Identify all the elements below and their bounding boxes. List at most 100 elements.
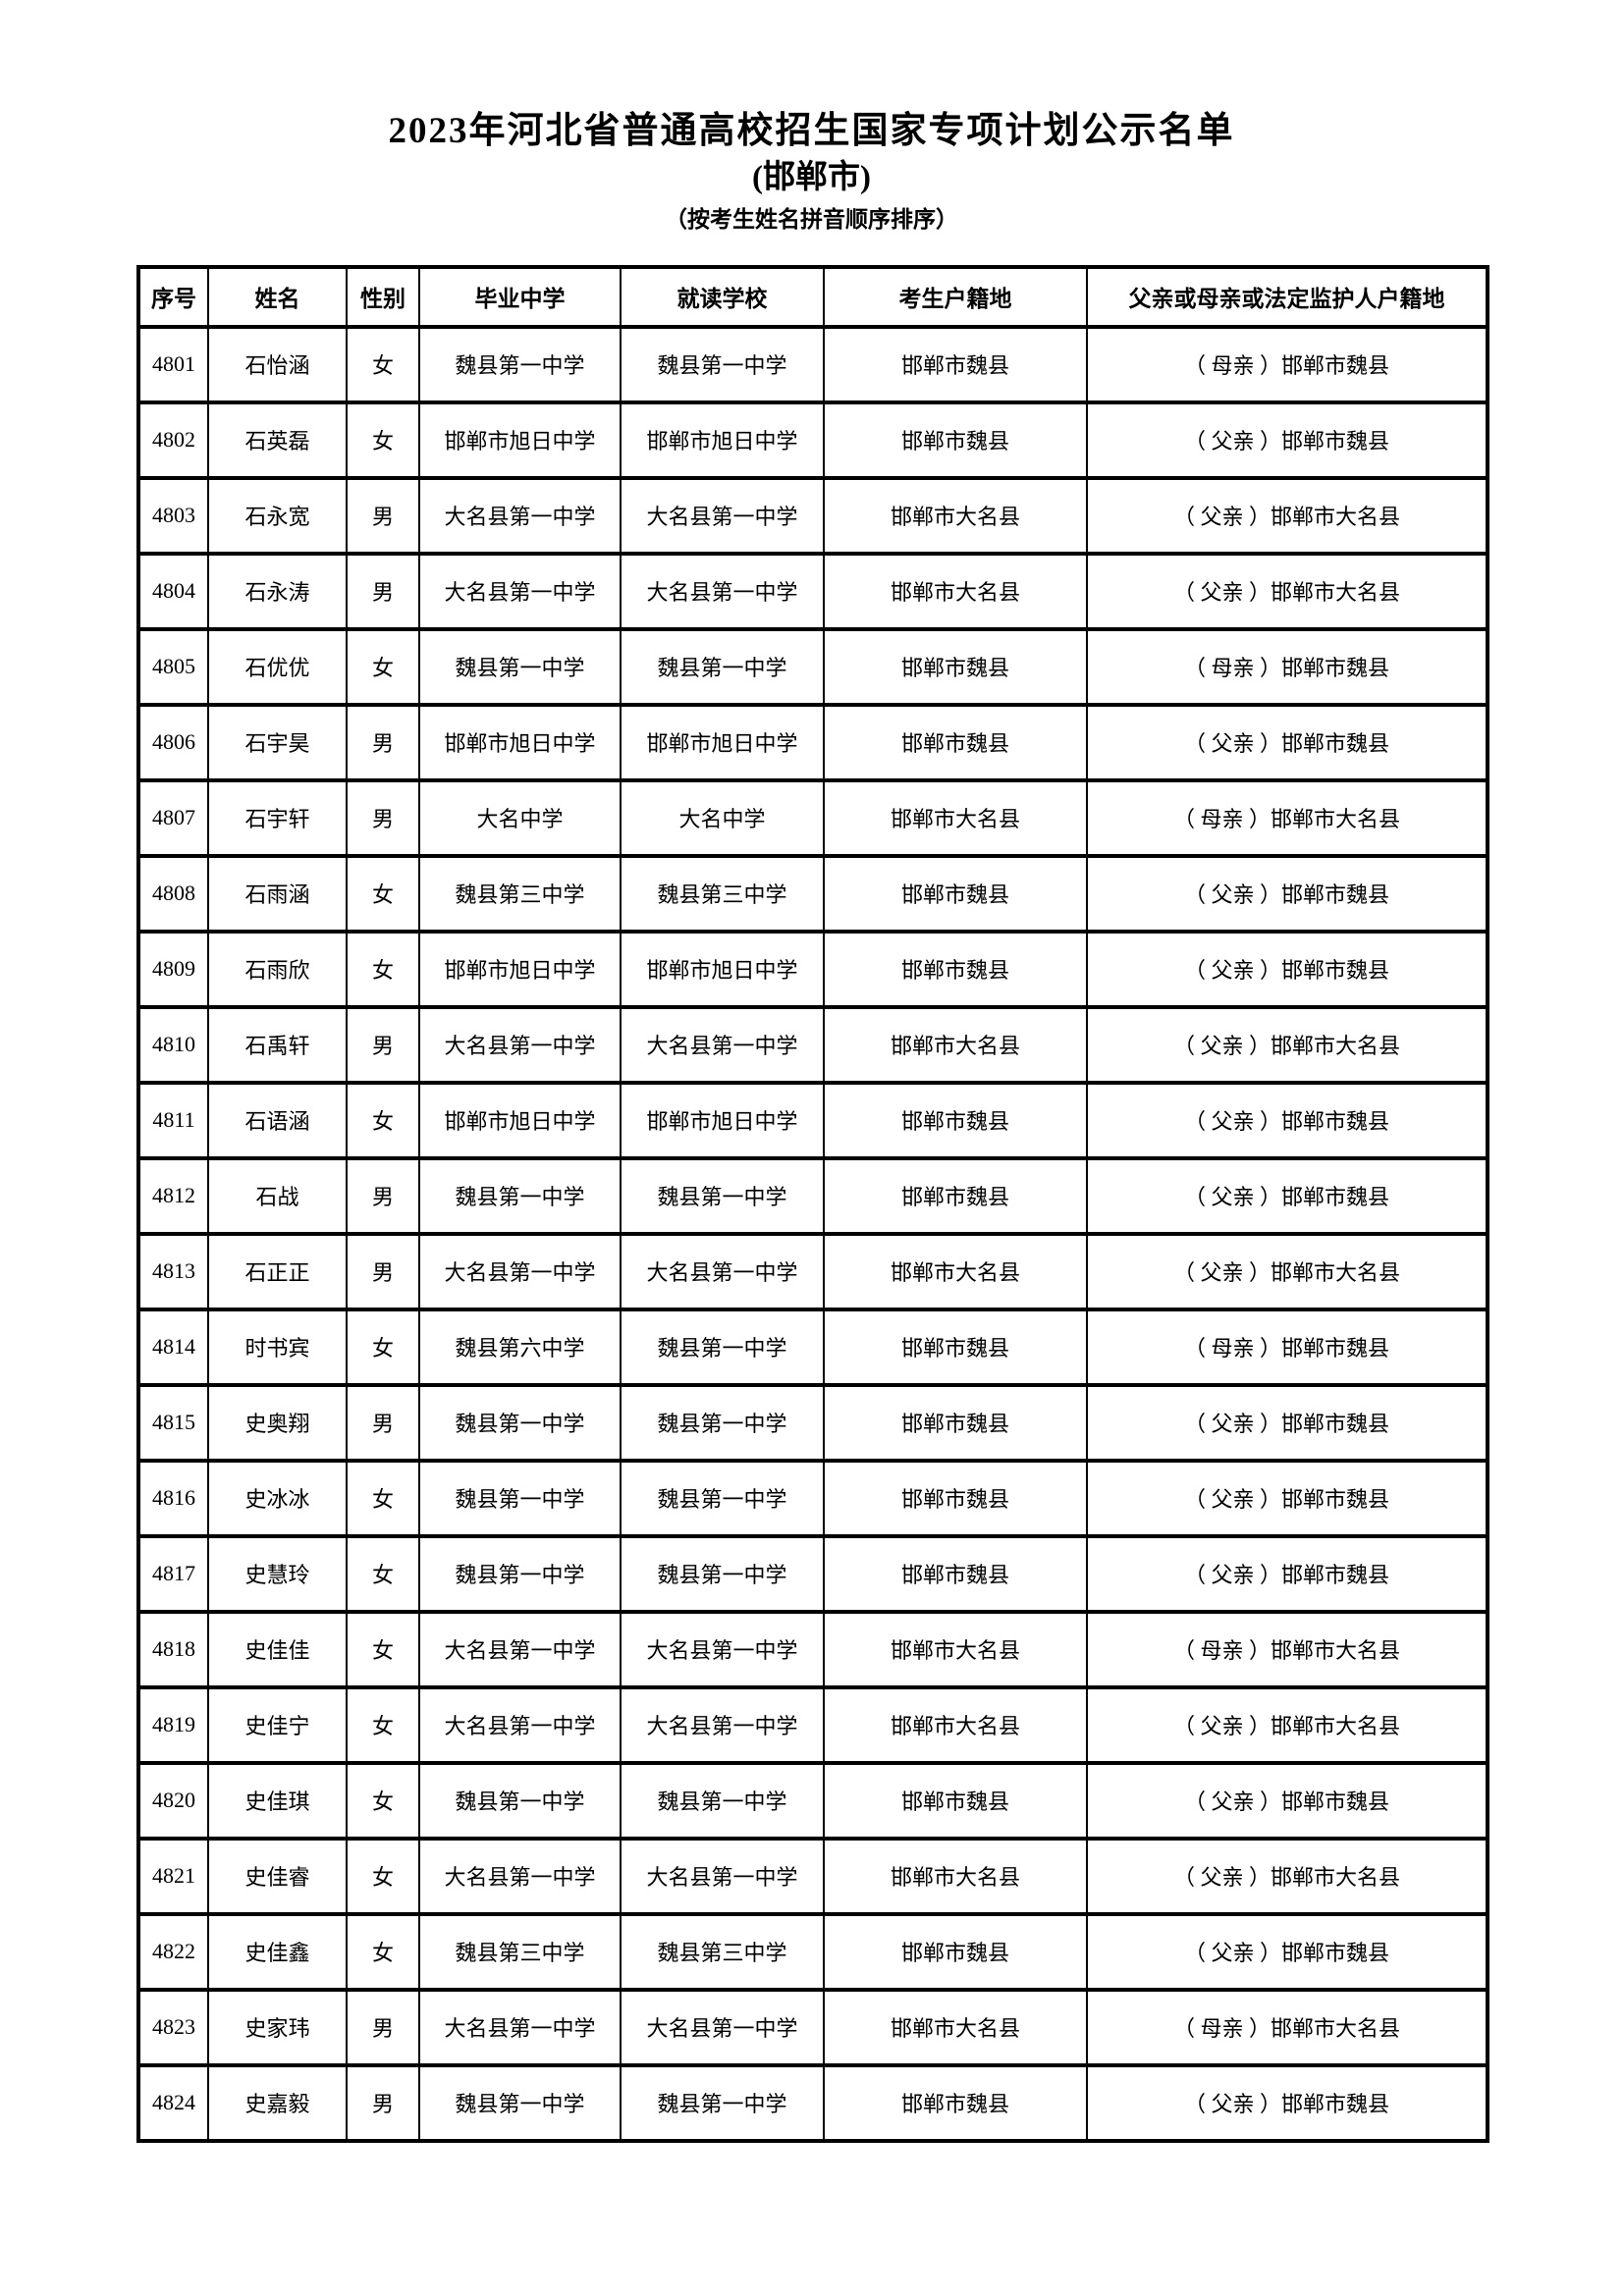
cell-attending-school: 大名县第一中学 — [620, 475, 825, 556]
students-table: 序号 姓名 性别 毕业中学 就读学校 考生户籍地 父亲或母亲或法定监护人户籍地 … — [136, 264, 1489, 2143]
cell-residence: 邯郸市大名县 — [823, 1684, 1088, 1765]
cell-gender: 女 — [346, 1609, 420, 1689]
table-header: 序号 姓名 性别 毕业中学 就读学校 考生户籍地 父亲或母亲或法定监护人户籍地 — [137, 264, 1488, 329]
cell-no: 4809 — [137, 929, 209, 1009]
table-row: 4815 史奥翔男魏县第一中学 魏县第一中学 邯郸市魏县（ 父亲 ）邯郸市魏县 — [137, 1382, 1488, 1463]
cell-guardian-residence: （ 母亲 ）邯郸市魏县 — [1086, 1307, 1488, 1387]
cell-no: 4807 — [137, 777, 209, 858]
cell-graduated-school: 大名县第一中学 — [418, 1231, 622, 1311]
cell-residence: 邯郸市魏县 — [823, 2062, 1088, 2143]
cell-attending-school: 魏县第三中学 — [620, 1911, 825, 1992]
table-row: 4807 石宇轩男大名中学 大名中学 邯郸市大名县（ 母亲 ）邯郸市大名县 — [137, 777, 1488, 858]
cell-name: 石禹轩 — [207, 1004, 348, 1085]
table-row: 4818 史佳佳女大名县第一中学 大名县第一中学 邯郸市大名县（ 母亲 ）邯郸市大名县 — [137, 1609, 1488, 1689]
cell-attending-school: 魏县第一中学 — [620, 1760, 825, 1841]
cell-attending-school: 邯郸市旭日中学 — [620, 400, 825, 480]
cell-residence: 邯郸市魏县 — [823, 1382, 1088, 1463]
cell-gender: 女 — [346, 626, 420, 707]
col-header-guardian-residence: 父亲或母亲或法定监护人户籍地 — [1086, 264, 1488, 329]
cell-graduated-school: 魏县第三中学 — [418, 853, 622, 934]
cell-guardian-residence: （ 父亲 ）邯郸市大名县 — [1086, 1004, 1488, 1085]
cell-gender: 男 — [346, 2062, 420, 2143]
col-header-candidate-residence: 考生户籍地 — [823, 264, 1088, 329]
table-row: 4817 史慧玲女魏县第一中学 魏县第一中学 邯郸市魏县（ 父亲 ）邯郸市魏县 — [137, 1533, 1488, 1614]
cell-no: 4801 — [137, 324, 209, 404]
cell-name: 石战 — [207, 1155, 348, 1236]
table-row: 4804 石永涛男大名县第一中学 大名县第一中学 邯郸市大名县（ 父亲 ）邯郸市大名县 — [137, 551, 1488, 631]
cell-name: 石永宽 — [207, 475, 348, 556]
cell-attending-school: 魏县第一中学 — [620, 2062, 825, 2143]
cell-attending-school: 邯郸市旭日中学 — [620, 1080, 825, 1160]
col-header-name: 姓名 — [207, 264, 348, 329]
cell-residence: 邯郸市魏县 — [823, 1458, 1088, 1538]
cell-name: 石正正 — [207, 1231, 348, 1311]
cell-name: 石优优 — [207, 626, 348, 707]
cell-name: 石雨涵 — [207, 853, 348, 934]
cell-residence: 邯郸市魏县 — [823, 1760, 1088, 1841]
cell-name: 史奥翔 — [207, 1382, 348, 1463]
cell-residence: 邯郸市大名县 — [823, 1231, 1088, 1311]
cell-graduated-school: 大名县第一中学 — [418, 1987, 622, 2067]
col-header-serial-number: 序号 — [137, 264, 209, 329]
cell-name: 石英磊 — [207, 400, 348, 480]
cell-graduated-school: 大名县第一中学 — [418, 1836, 622, 1916]
cell-no: 4818 — [137, 1609, 209, 1689]
cell-name: 史家玮 — [207, 1987, 348, 2067]
cell-residence: 邯郸市魏县 — [823, 1307, 1088, 1387]
cell-guardian-residence: （ 父亲 ）邯郸市大名县 — [1086, 1231, 1488, 1311]
cell-gender: 男 — [346, 777, 420, 858]
cell-graduated-school: 邯郸市旭日中学 — [418, 1080, 622, 1160]
cell-gender: 女 — [346, 400, 420, 480]
cell-graduated-school: 魏县第一中学 — [418, 2062, 622, 2143]
table-row: 4820 史佳琪女魏县第一中学 魏县第一中学 邯郸市魏县（ 父亲 ）邯郸市魏县 — [137, 1760, 1488, 1841]
cell-graduated-school: 魏县第一中学 — [418, 1155, 622, 1236]
table-row: 4805 石优优女魏县第一中学 魏县第一中学 邯郸市魏县（ 母亲 ）邯郸市魏县 — [137, 626, 1488, 707]
cell-graduated-school: 魏县第一中学 — [418, 1533, 622, 1614]
document-subtitle-city: (邯郸市) — [752, 160, 871, 196]
cell-name: 史佳琪 — [207, 1760, 348, 1841]
cell-attending-school: 魏县第一中学 — [620, 626, 825, 707]
cell-no: 4819 — [137, 1684, 209, 1765]
cell-no: 4806 — [137, 702, 209, 782]
cell-attending-school: 魏县第一中学 — [620, 324, 825, 404]
table-row: 4814 时书宾女魏县第六中学 魏县第一中学 邯郸市魏县（ 母亲 ）邯郸市魏县 — [137, 1307, 1488, 1387]
cell-name: 石怡涵 — [207, 324, 348, 404]
cell-name: 石语涵 — [207, 1080, 348, 1160]
cell-graduated-school: 魏县第六中学 — [418, 1307, 622, 1387]
cell-name: 石宇轩 — [207, 777, 348, 858]
document-subtitle-sort-note: （按考生姓名拼音顺序排序） — [665, 206, 958, 232]
cell-no: 4822 — [137, 1911, 209, 1992]
cell-guardian-residence: （ 父亲 ）邯郸市魏县 — [1086, 1458, 1488, 1538]
table-body: 4801 石怡涵女魏县第一中学 魏县第一中学 邯郸市魏县（ 母亲 ）邯郸市魏县 4802… — [137, 324, 1488, 2143]
cell-gender: 女 — [346, 929, 420, 1009]
cell-guardian-residence: （ 父亲 ）邯郸市魏县 — [1086, 2062, 1488, 2143]
cell-gender: 女 — [346, 1307, 420, 1387]
header-row: 序号 姓名 性别 毕业中学 就读学校 考生户籍地 父亲或母亲或法定监护人户籍地 — [137, 264, 1488, 329]
cell-attending-school: 大名县第一中学 — [620, 1987, 825, 2067]
cell-graduated-school: 大名县第一中学 — [418, 1684, 622, 1765]
cell-guardian-residence: （ 母亲 ）邯郸市大名县 — [1086, 1609, 1488, 1689]
cell-gender: 男 — [346, 1004, 420, 1085]
col-header-attending-school: 就读学校 — [620, 264, 825, 329]
cell-graduated-school: 魏县第一中学 — [418, 324, 622, 404]
cell-guardian-residence: （ 父亲 ）邯郸市魏县 — [1086, 1760, 1488, 1841]
table-row: 4824 史嘉毅男魏县第一中学 魏县第一中学 邯郸市魏县（ 父亲 ）邯郸市魏县 — [137, 2062, 1488, 2143]
cell-guardian-residence: （ 父亲 ）邯郸市大名县 — [1086, 1684, 1488, 1765]
cell-name: 石雨欣 — [207, 929, 348, 1009]
cell-graduated-school: 魏县第一中学 — [418, 1760, 622, 1841]
cell-guardian-residence: （ 母亲 ）邯郸市魏县 — [1086, 324, 1488, 404]
cell-no: 4821 — [137, 1836, 209, 1916]
table-row: 4813 石正正男大名县第一中学 大名县第一中学 邯郸市大名县（ 父亲 ）邯郸市大名县 — [137, 1231, 1488, 1311]
cell-residence: 邯郸市大名县 — [823, 777, 1088, 858]
cell-guardian-residence: （ 父亲 ）邯郸市大名县 — [1086, 475, 1488, 556]
cell-attending-school: 魏县第一中学 — [620, 1458, 825, 1538]
cell-name: 史佳宁 — [207, 1684, 348, 1765]
cell-attending-school: 魏县第三中学 — [620, 853, 825, 934]
cell-graduated-school: 魏县第一中学 — [418, 1382, 622, 1463]
cell-attending-school: 魏县第一中学 — [620, 1533, 825, 1614]
cell-gender: 女 — [346, 1533, 420, 1614]
cell-guardian-residence: （ 母亲 ）邯郸市大名县 — [1086, 1987, 1488, 2067]
table-row: 4806 石宇昊男邯郸市旭日中学 邯郸市旭日中学 邯郸市魏县（ 父亲 ）邯郸市魏县 — [137, 702, 1488, 782]
cell-guardian-residence: （ 父亲 ）邯郸市魏县 — [1086, 1155, 1488, 1236]
col-header-graduated-school: 毕业中学 — [418, 264, 622, 329]
